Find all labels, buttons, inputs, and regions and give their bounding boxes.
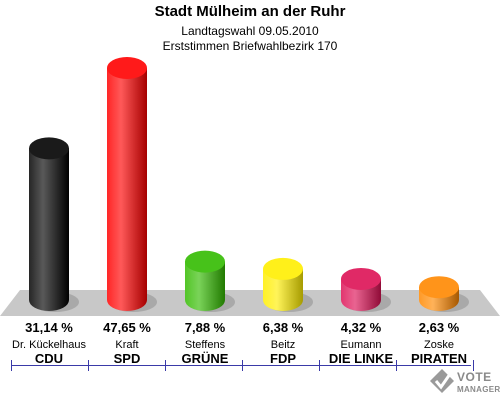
bar-spd (107, 57, 157, 312)
bar-fdp (263, 257, 313, 312)
party-label: DIE LINKE (328, 351, 394, 366)
party-label: CDU (34, 351, 64, 366)
value-label: 2,63 % (418, 320, 460, 335)
candidate-label: Kraft (115, 340, 139, 351)
party-label: PIRATEN (410, 351, 468, 366)
chart-title: Stadt Mülheim an der Ruhr (154, 3, 346, 20)
value-label: 4,32 % (340, 320, 382, 335)
chart-subtitle-election: Landtagswahl 09.05.2010 (181, 24, 319, 38)
party-label: GRÜNE (181, 351, 229, 366)
candidate-label: Steffens (184, 340, 226, 351)
value-label: 7,88 % (184, 320, 226, 335)
candidate-label: Dr. Kückelhaus (12, 340, 86, 351)
candidate-label: Eumann (340, 340, 382, 351)
candidate-label: Zoske (424, 340, 454, 351)
x-axis-line (11, 365, 471, 366)
vote-manager-logo-icon (430, 369, 454, 393)
logo-text-vote: VOTE (457, 370, 492, 384)
value-label: 6,38 % (262, 320, 304, 335)
bar-piraten (419, 276, 469, 312)
party-label: FDP (270, 351, 296, 366)
bar-cdu (29, 137, 79, 312)
value-label: 31,14 % (25, 320, 73, 335)
bar-grüne (185, 250, 235, 312)
candidate-label: Beitz (270, 340, 296, 351)
party-label: SPD (113, 351, 141, 366)
chart-subtitle-district: Erststimmen Briefwahlbezirk 170 (162, 39, 338, 53)
bar-die-linke (341, 267, 391, 312)
x-axis-tick (473, 360, 474, 371)
value-label: 47,65 % (103, 320, 151, 335)
logo-text-manager: MANAGER (457, 385, 500, 394)
